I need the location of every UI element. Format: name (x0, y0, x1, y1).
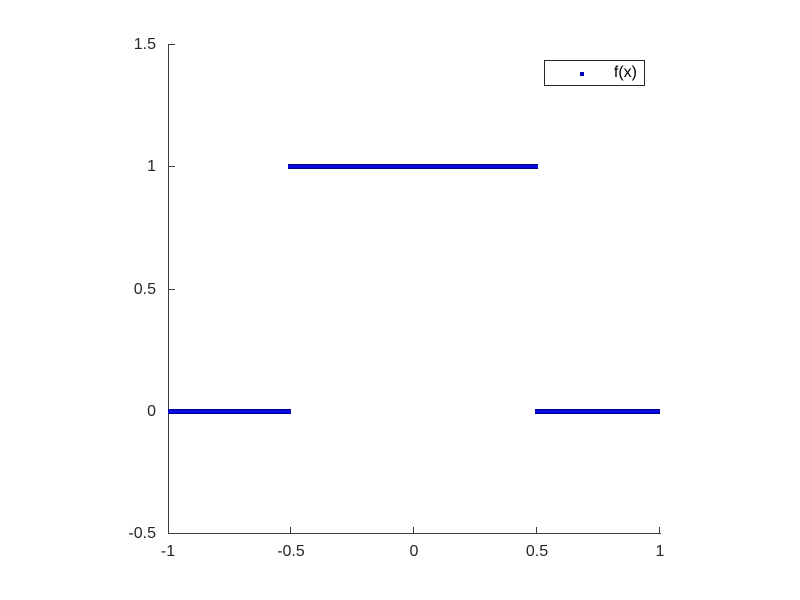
x-tick-label: 0 (409, 543, 419, 560)
legend-series-marker-icon (580, 72, 584, 76)
series-segment-right-zero (535, 409, 660, 414)
y-axis-spine (168, 44, 169, 534)
x-tick-1 (659, 527, 660, 533)
y-tick-1 (169, 166, 175, 167)
y-tick-0-5 (169, 289, 175, 290)
y-tick-label: -0.5 (128, 525, 156, 542)
series-segment-center-one (288, 164, 538, 169)
y-tick-neg0-5 (169, 533, 175, 534)
legend-box: f(x) (544, 60, 645, 86)
x-tick-label: 0.5 (525, 543, 549, 560)
x-tick-neg1 (168, 527, 169, 533)
legend-series-label: f(x) (613, 64, 637, 81)
y-tick-label: 1 (147, 158, 156, 175)
x-tick-0 (413, 527, 414, 533)
x-tick-label: -1 (160, 543, 176, 560)
x-tick-0-5 (536, 527, 537, 533)
y-tick-1-5 (169, 44, 175, 45)
y-tick-label: 0.5 (133, 281, 156, 298)
x-tick-label: -0.5 (277, 543, 305, 560)
x-axis-spine (168, 533, 661, 534)
y-tick-label: 0 (147, 403, 156, 420)
y-tick-label: 1.5 (133, 36, 156, 53)
series-segment-left-zero (168, 409, 291, 414)
x-tick-label: 1 (655, 543, 665, 560)
x-tick-neg0-5 (290, 527, 291, 533)
